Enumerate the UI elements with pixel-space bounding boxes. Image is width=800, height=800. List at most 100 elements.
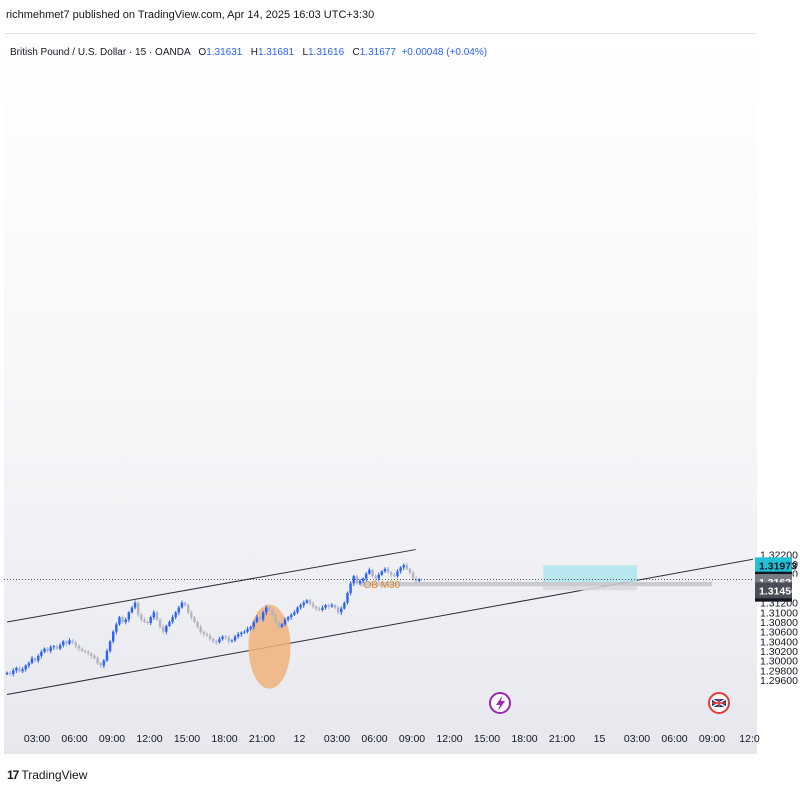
candle [168, 620, 171, 628]
candle [315, 605, 318, 612]
candle-body [261, 612, 265, 620]
candle-body [408, 568, 412, 573]
candle [390, 571, 393, 578]
candle-body [411, 572, 415, 579]
candle [146, 620, 149, 625]
candle-body [87, 651, 90, 654]
x-tick-label: 09:00 [99, 733, 125, 745]
candle-body [368, 569, 371, 574]
candle [352, 574, 355, 587]
candle-body [190, 612, 193, 618]
tradingview-brand[interactable]: 17 TradingView [7, 768, 87, 782]
chart-background[interactable] [4, 33, 757, 754]
candle [90, 652, 93, 659]
candle [393, 572, 396, 578]
candle-body [74, 642, 77, 647]
event-icons [489, 692, 730, 714]
candle [293, 610, 296, 616]
candle-body [386, 568, 390, 573]
candle-body [246, 628, 249, 632]
candle [33, 657, 37, 663]
candle-body [155, 612, 159, 620]
candle [8, 671, 12, 676]
candle [399, 566, 402, 574]
candle [415, 576, 418, 584]
candle [112, 629, 115, 644]
candle [296, 606, 299, 615]
candle-body [218, 638, 221, 643]
chart-legend: British Pound / U.S. Dollar · 15 · OANDA… [10, 47, 487, 58]
candle-body [361, 578, 365, 581]
uk-flag-event-icon[interactable] [708, 692, 730, 714]
candle [108, 640, 112, 653]
candle-body [268, 607, 271, 610]
price-tag-box [755, 582, 792, 599]
candle-body [112, 631, 115, 642]
y-tick-label: 1.30800 [760, 617, 798, 629]
candle-body [283, 619, 287, 625]
candle-body [346, 593, 349, 603]
candles [5, 562, 421, 677]
candle-body [83, 651, 87, 653]
candle [386, 566, 390, 575]
candle [46, 646, 49, 653]
candle-body [215, 641, 218, 643]
candle-body [340, 608, 343, 613]
candle-body [30, 658, 34, 664]
candle [158, 617, 162, 629]
candle [305, 599, 309, 604]
candle-body [236, 634, 240, 637]
candle [408, 567, 412, 575]
candle [186, 603, 190, 615]
candle [380, 570, 384, 576]
candle [115, 622, 118, 635]
candle [180, 600, 184, 609]
candle [224, 634, 227, 640]
candle [402, 563, 405, 571]
ob-m30-label: OB M30 [364, 580, 401, 591]
candle [155, 611, 159, 621]
price-tag-box [755, 557, 792, 574]
candle-body [65, 641, 68, 644]
candle-body [315, 606, 318, 609]
lightning-event-icon[interactable] [489, 692, 511, 714]
candle-body [49, 647, 52, 652]
candle [274, 612, 277, 625]
candle-body [221, 636, 224, 639]
x-tick-label: 18:00 [511, 733, 537, 745]
candle [333, 603, 337, 610]
candle [355, 574, 359, 585]
candle [80, 647, 84, 653]
candle-body [171, 617, 174, 623]
x-tick-label: 12:00 [436, 733, 462, 745]
candle [371, 568, 374, 578]
candle-body [255, 617, 259, 623]
candle-body [277, 622, 280, 627]
candle-body [165, 625, 168, 632]
candle [24, 664, 27, 672]
candle [365, 572, 368, 582]
candle-body [105, 651, 109, 661]
candle-body [93, 655, 96, 659]
candle-body [5, 672, 9, 675]
candle-body [180, 602, 184, 608]
candle-body [196, 622, 199, 627]
candle-body [396, 571, 399, 577]
y-tick-label: 1.29800 [760, 665, 798, 677]
candle-body [358, 580, 362, 584]
candle-body [402, 565, 405, 568]
candle-body [243, 631, 246, 633]
candle [311, 601, 315, 609]
candle [261, 610, 265, 622]
candle-body [21, 669, 24, 672]
x-tick-label: 12 [294, 733, 306, 745]
candle [74, 640, 77, 649]
candle-body [124, 619, 127, 623]
candle [52, 644, 56, 650]
candle [133, 600, 137, 610]
candle [271, 608, 274, 617]
y-tick-label: 1.30400 [760, 636, 798, 648]
candle [336, 605, 340, 615]
